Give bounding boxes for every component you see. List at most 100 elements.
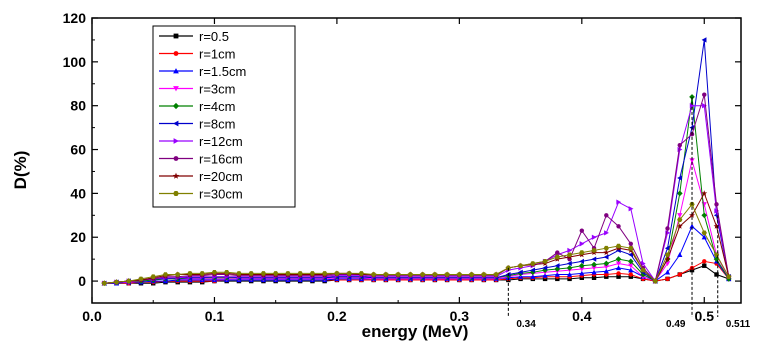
data-point	[615, 261, 622, 267]
data-point	[677, 142, 682, 148]
x-tick-label: 0.2	[327, 308, 347, 324]
data-point	[138, 276, 144, 282]
series-layer	[101, 37, 732, 287]
data-point	[530, 261, 536, 266]
data-point	[566, 252, 573, 258]
data-point	[628, 252, 633, 258]
legend-label: r=0.5	[199, 29, 229, 44]
data-point	[371, 272, 377, 277]
y-tick-label: 80	[70, 98, 86, 114]
data-point	[628, 206, 634, 212]
data-point	[603, 260, 610, 267]
data-point	[665, 276, 670, 282]
data-point	[468, 272, 475, 277]
legend-entry: r=1.5cm	[159, 64, 246, 79]
data-point	[677, 175, 682, 181]
data-point	[714, 272, 719, 277]
y-tick-label: 20	[70, 229, 86, 245]
x-tick-label: 0.1	[205, 308, 225, 324]
data-point	[383, 272, 389, 277]
plot-frame	[91, 17, 742, 304]
data-point	[713, 223, 720, 229]
data-point	[689, 158, 695, 164]
legend-entry: r=8cm	[159, 117, 235, 132]
data-point	[578, 262, 585, 269]
data-point	[701, 212, 708, 219]
data-point	[603, 254, 609, 260]
data-point	[591, 265, 597, 271]
data-point	[579, 228, 585, 233]
data-point	[627, 258, 634, 265]
legend-swatch-marker	[173, 156, 179, 161]
data-point	[652, 278, 658, 284]
data-point	[701, 190, 708, 196]
data-point	[285, 271, 291, 276]
data-point	[714, 202, 719, 207]
data-point	[603, 249, 610, 256]
axes: 0.0 0.1 0.2 0.3 0.4 0.5 0 20 40 60 80 100 120	[63, 10, 742, 324]
data-point	[640, 267, 646, 273]
data-point	[530, 267, 536, 273]
legend-label: r=30cm	[199, 187, 243, 202]
data-point	[273, 271, 279, 276]
data-point	[677, 217, 683, 222]
data-point	[664, 245, 670, 251]
legend-swatch-marker	[172, 102, 180, 110]
data-point	[542, 267, 548, 273]
legend: r=0.5 r=1cm r=1.5cm r=3cm r=4cm r=8cm r=12cm r=…	[152, 25, 296, 208]
data-point	[676, 223, 683, 229]
data-point	[604, 230, 609, 236]
data-point	[297, 271, 303, 276]
legend-swatch-marker	[172, 172, 180, 179]
data-point	[689, 223, 695, 229]
legend-label: r=4cm	[199, 99, 235, 114]
annotation-label: 0.34	[516, 319, 536, 330]
data-point	[702, 263, 707, 268]
data-point	[199, 271, 205, 276]
data-point	[701, 37, 707, 43]
legend-label: r=16cm	[199, 152, 243, 167]
data-point	[591, 261, 597, 268]
legend-entry: r=4cm	[159, 99, 235, 114]
data-point	[517, 269, 523, 275]
data-point	[101, 280, 107, 286]
legend-swatch-marker	[173, 138, 179, 144]
data-point	[702, 103, 707, 109]
legend-entry: r=16cm	[159, 152, 243, 167]
x-tick-label: 0.3	[450, 308, 470, 324]
data-point	[616, 274, 621, 279]
data-point	[591, 275, 597, 280]
data-point	[579, 241, 585, 247]
data-point	[665, 226, 670, 231]
legend-label: r=20cm	[199, 169, 243, 184]
data-point	[566, 271, 573, 277]
data-point	[175, 272, 181, 277]
data-point	[542, 259, 548, 264]
data-point	[677, 252, 683, 257]
data-point	[309, 271, 316, 276]
data-point	[603, 245, 609, 251]
data-point	[726, 274, 732, 279]
data-point	[542, 265, 548, 271]
data-point	[407, 272, 414, 277]
y-tick-label: 100	[63, 54, 87, 70]
series-line	[104, 94, 730, 284]
data-point	[224, 270, 230, 275]
x-tick-label: 0.0	[82, 308, 102, 324]
annotation-label: 0.511	[726, 319, 751, 330]
data-point	[555, 250, 560, 255]
legend-label: r=3cm	[199, 82, 235, 97]
data-point	[481, 272, 487, 277]
data-point	[664, 256, 671, 262]
legend-entry: r=1cm	[159, 47, 235, 62]
data-point	[628, 241, 633, 247]
data-point	[689, 212, 695, 218]
y-tick-label: 60	[70, 142, 86, 158]
data-point	[664, 269, 671, 275]
series-line	[104, 203, 730, 284]
data-point	[701, 234, 707, 240]
legend-label: r=8cm	[199, 117, 235, 132]
data-point	[346, 271, 352, 276]
data-point	[579, 266, 585, 272]
